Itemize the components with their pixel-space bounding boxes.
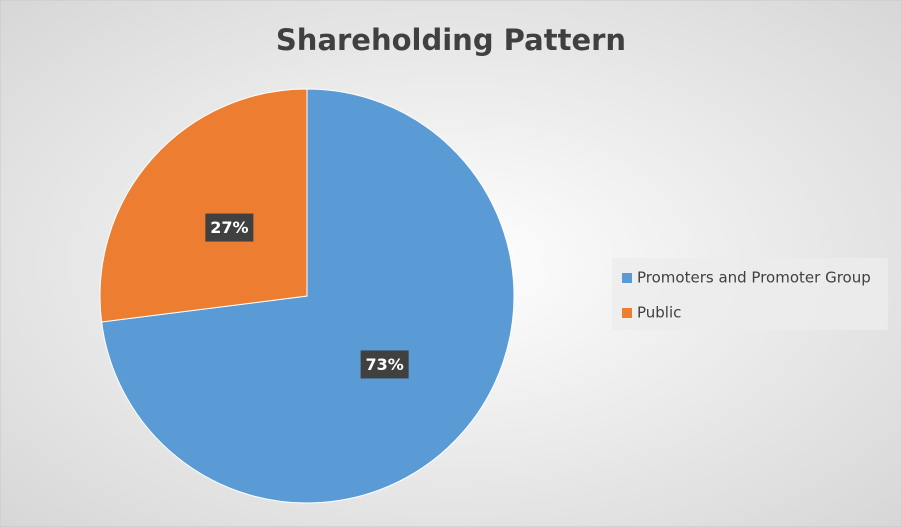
legend-label: Promoters and Promoter Group [637,269,871,287]
data-label-box [360,350,409,379]
legend-box [612,258,888,330]
pie-slice [99,88,308,323]
data-label: 73% [365,355,403,374]
legend-swatch [622,308,632,318]
chart-title: Shareholding Pattern [276,23,626,57]
legend-swatch [622,273,632,283]
pie-slice [101,88,515,504]
data-label: 27% [210,218,248,237]
data-label-box [205,213,254,242]
legend-label: Public [637,304,681,322]
